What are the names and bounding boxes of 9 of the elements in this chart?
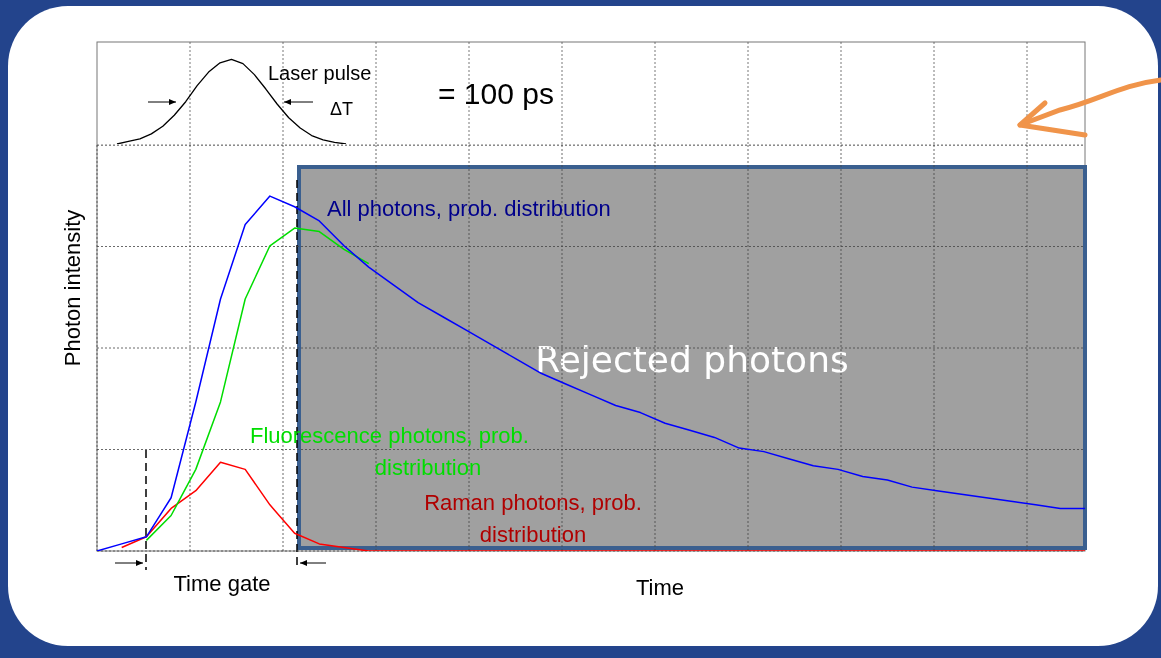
y-axis-title: Photon intensity: [60, 209, 85, 367]
annotation: Laser pulse: [268, 62, 372, 84]
annotation: ΔT: [330, 99, 354, 119]
text: = 100 ps: [438, 77, 554, 110]
series-label: Raman photons, prob. distribution: [424, 490, 642, 547]
x-axis-title: Time: [635, 575, 685, 600]
annotation: Rejected photons: [535, 339, 849, 380]
text: Time gate: [173, 571, 271, 596]
series-label: All photons, prob. distribution: [327, 196, 611, 221]
